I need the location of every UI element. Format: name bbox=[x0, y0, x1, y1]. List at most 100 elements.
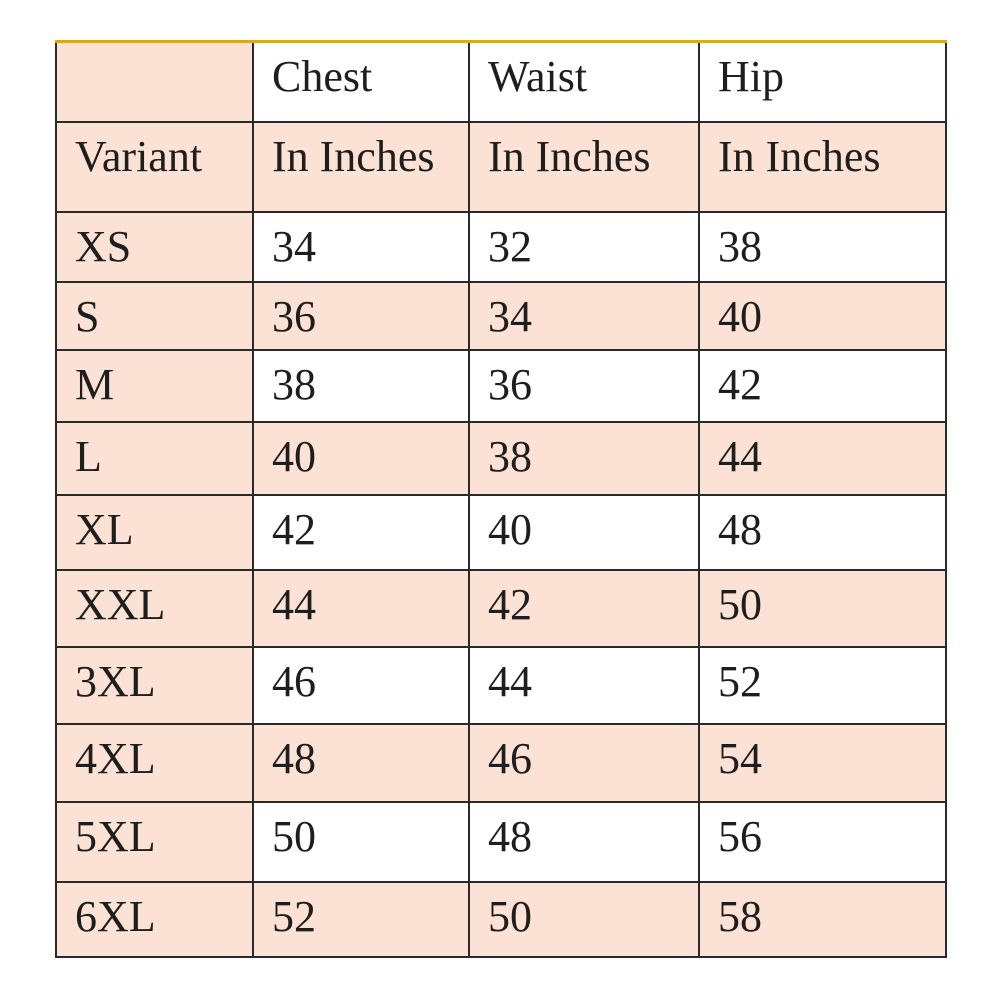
cell-text: 52 bbox=[272, 891, 316, 941]
cell-text: 36 bbox=[272, 291, 316, 341]
cell-hip: 40 bbox=[698, 280, 947, 351]
cell-variant: XL bbox=[55, 493, 254, 571]
cell-text: L bbox=[75, 431, 102, 481]
cell-chest: 52 bbox=[252, 880, 470, 958]
cell-chest: 40 bbox=[252, 420, 470, 496]
cell-text: In Inches bbox=[718, 131, 881, 181]
cell-waist: 36 bbox=[468, 348, 700, 423]
header-cell-hip: In Inches bbox=[698, 120, 947, 213]
cell-chest: 50 bbox=[252, 800, 470, 883]
cell-waist: 38 bbox=[468, 420, 700, 496]
cell-waist: 34 bbox=[468, 280, 700, 351]
cell-text: 52 bbox=[718, 656, 762, 706]
cell-text: 44 bbox=[718, 431, 762, 481]
cell-text: 58 bbox=[718, 891, 762, 941]
cell-chest: 38 bbox=[252, 348, 470, 423]
cell-variant: M bbox=[55, 348, 254, 423]
cell-waist: 48 bbox=[468, 800, 700, 883]
size-chart-table: Chest Waist Hip Variant In Inches In Inches In… bbox=[55, 40, 947, 958]
cell-text: 42 bbox=[718, 359, 762, 409]
table-row: 3XL 46 44 52 bbox=[55, 645, 947, 725]
cell-hip: 42 bbox=[698, 348, 947, 423]
header-cell-variant: Variant bbox=[55, 120, 254, 213]
cell-text: 32 bbox=[488, 221, 532, 271]
cell-hip: 48 bbox=[698, 493, 947, 571]
cell-chest: 48 bbox=[252, 722, 470, 803]
cell-hip: 44 bbox=[698, 420, 947, 496]
cell-text: 42 bbox=[488, 579, 532, 629]
cell-text: 40 bbox=[718, 291, 762, 341]
table-row: L 40 38 44 bbox=[55, 420, 947, 496]
cell-waist: 44 bbox=[468, 645, 700, 725]
cell-text: 48 bbox=[718, 504, 762, 554]
cell-text: 50 bbox=[718, 579, 762, 629]
cell-waist: 46 bbox=[468, 722, 700, 803]
header-cell-chest: In Inches bbox=[252, 120, 470, 213]
cell-variant: S bbox=[55, 280, 254, 351]
cell-text: 38 bbox=[718, 221, 762, 271]
cell-text: 5XL bbox=[75, 811, 156, 861]
header-cell-waist: In Inches bbox=[468, 120, 700, 213]
table-row: XL 42 40 48 bbox=[55, 493, 947, 571]
cell-text: 38 bbox=[488, 431, 532, 481]
table-row: XS 34 32 38 bbox=[55, 210, 947, 283]
cell-text: 56 bbox=[718, 811, 762, 861]
header-row: Chest Waist Hip bbox=[55, 40, 947, 123]
cell-text: Variant bbox=[75, 131, 203, 181]
cell-chest: 44 bbox=[252, 568, 470, 648]
cell-text: 36 bbox=[488, 359, 532, 409]
cell-text: Chest bbox=[272, 52, 373, 101]
header-cell-hip: Hip bbox=[698, 40, 947, 123]
cell-waist: 42 bbox=[468, 568, 700, 648]
cell-chest: 42 bbox=[252, 493, 470, 571]
table-row: S 36 34 40 bbox=[55, 280, 947, 351]
cell-text bbox=[75, 43, 252, 55]
header-cell-waist: Waist bbox=[468, 40, 700, 123]
cell-text: 48 bbox=[272, 733, 316, 783]
cell-text: 40 bbox=[488, 504, 532, 554]
cell-text: In Inches bbox=[488, 131, 651, 181]
cell-variant: 4XL bbox=[55, 722, 254, 803]
cell-waist: 40 bbox=[468, 493, 700, 571]
cell-text: 54 bbox=[718, 733, 762, 783]
cell-hip: 38 bbox=[698, 210, 947, 283]
cell-text: 6XL bbox=[75, 891, 156, 941]
cell-text: Hip bbox=[718, 52, 784, 101]
cell-hip: 56 bbox=[698, 800, 947, 883]
cell-variant: 5XL bbox=[55, 800, 254, 883]
cell-chest: 36 bbox=[252, 280, 470, 351]
header-cell-chest: Chest bbox=[252, 40, 470, 123]
cell-text: XL bbox=[75, 504, 134, 554]
cell-text: 50 bbox=[488, 891, 532, 941]
cell-text: 44 bbox=[488, 656, 532, 706]
table-row: M 38 36 42 bbox=[55, 348, 947, 423]
header-row: Variant In Inches In Inches In Inches bbox=[55, 120, 947, 213]
cell-text: 48 bbox=[488, 811, 532, 861]
cell-variant: L bbox=[55, 420, 254, 496]
cell-text: 46 bbox=[272, 656, 316, 706]
table-row: 4XL 48 46 54 bbox=[55, 722, 947, 803]
cell-text: 34 bbox=[488, 291, 532, 341]
cell-text: 44 bbox=[272, 579, 316, 629]
cell-text: 50 bbox=[272, 811, 316, 861]
cell-hip: 54 bbox=[698, 722, 947, 803]
table-row: 5XL 50 48 56 bbox=[55, 800, 947, 883]
cell-text: 42 bbox=[272, 504, 316, 554]
cell-variant: XXL bbox=[55, 568, 254, 648]
cell-waist: 50 bbox=[468, 880, 700, 958]
cell-text: XXL bbox=[75, 579, 166, 629]
cell-variant: 3XL bbox=[55, 645, 254, 725]
cell-text: S bbox=[75, 291, 100, 341]
cell-text: In Inches bbox=[272, 131, 435, 181]
cell-text: XS bbox=[75, 221, 132, 271]
table-row: XXL 44 42 50 bbox=[55, 568, 947, 648]
table-row: 6XL 52 50 58 bbox=[55, 880, 947, 958]
cell-hip: 58 bbox=[698, 880, 947, 958]
cell-text: 38 bbox=[272, 359, 316, 409]
cell-text: 40 bbox=[272, 431, 316, 481]
cell-text: 34 bbox=[272, 221, 316, 271]
cell-text: Waist bbox=[488, 52, 588, 101]
cell-hip: 52 bbox=[698, 645, 947, 725]
cell-waist: 32 bbox=[468, 210, 700, 283]
cell-hip: 50 bbox=[698, 568, 947, 648]
